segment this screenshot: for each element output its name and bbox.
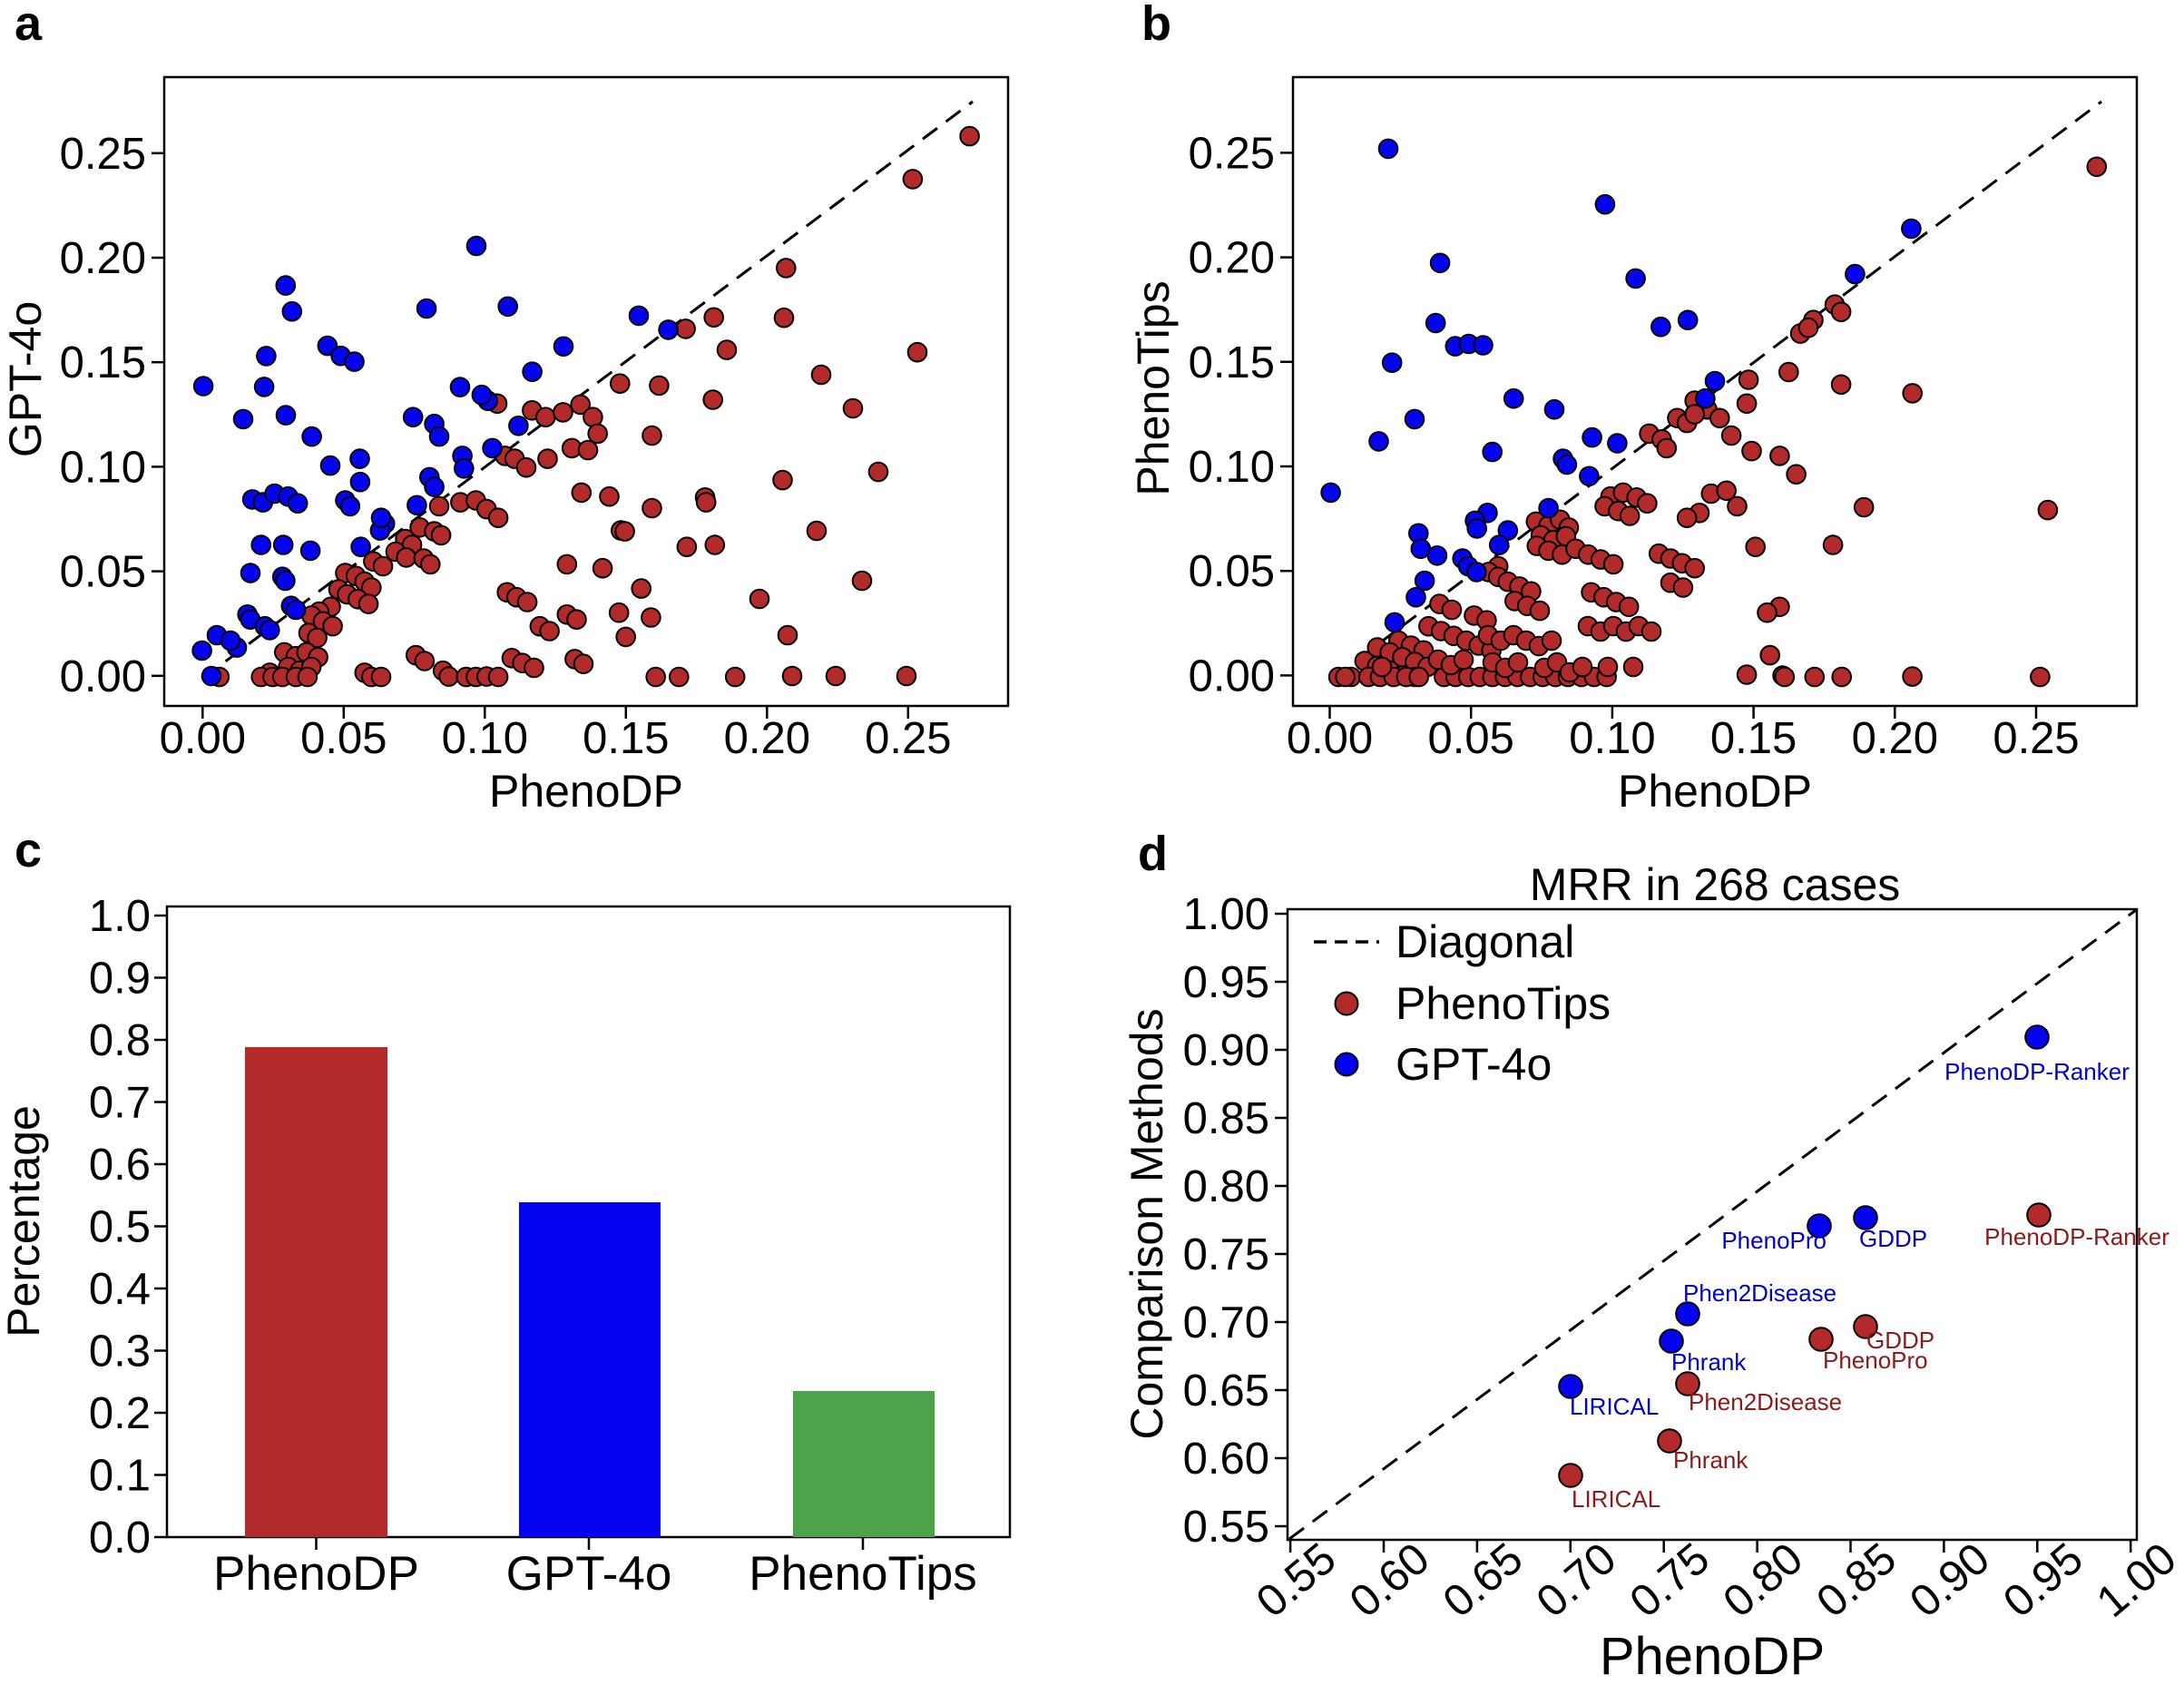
svg-text:0.00: 0.00 xyxy=(60,652,146,701)
svg-text:0.25: 0.25 xyxy=(865,714,951,763)
svg-text:0.20: 0.20 xyxy=(1189,234,1275,283)
svg-text:PhenoTips: PhenoTips xyxy=(749,1547,976,1601)
svg-text:0.10: 0.10 xyxy=(442,714,528,763)
svg-text:0.60: 0.60 xyxy=(1183,1435,1269,1484)
svg-text:0.15: 0.15 xyxy=(583,714,669,763)
svg-text:0.3: 0.3 xyxy=(89,1327,151,1376)
svg-text:d: d xyxy=(1138,827,1168,881)
svg-text:LIRICAL: LIRICAL xyxy=(1572,1485,1660,1513)
svg-text:GPT-4o: GPT-4o xyxy=(1396,1039,1552,1090)
svg-text:0.05: 0.05 xyxy=(1189,547,1275,596)
svg-text:0.10: 0.10 xyxy=(1189,443,1275,492)
svg-text:0.6: 0.6 xyxy=(89,1141,151,1190)
svg-text:0.9: 0.9 xyxy=(89,955,151,1004)
svg-text:a: a xyxy=(15,0,43,51)
svg-text:0.4: 0.4 xyxy=(89,1265,151,1314)
svg-text:0.80: 0.80 xyxy=(1183,1162,1269,1211)
svg-text:GDDP: GDDP xyxy=(1866,1327,1934,1354)
svg-text:0.20: 0.20 xyxy=(1852,714,1938,763)
svg-text:Phen2Disease: Phen2Disease xyxy=(1689,1388,1842,1416)
svg-text:Percentage: Percentage xyxy=(0,1105,49,1337)
svg-text:0.20: 0.20 xyxy=(724,714,810,763)
svg-text:1.0: 1.0 xyxy=(89,892,151,941)
svg-text:0.00: 0.00 xyxy=(160,714,246,763)
svg-text:0.00: 0.00 xyxy=(1189,651,1275,700)
svg-text:1.00: 1.00 xyxy=(1183,890,1269,939)
svg-text:PhenoDP: PhenoDP xyxy=(489,766,683,817)
svg-text:0.2: 0.2 xyxy=(89,1389,151,1438)
svg-text:0.90: 0.90 xyxy=(1183,1026,1269,1075)
svg-text:0.05: 0.05 xyxy=(300,714,387,763)
svg-text:0.5: 0.5 xyxy=(89,1203,151,1252)
svg-text:0.85: 0.85 xyxy=(1183,1094,1269,1143)
svg-text:0.00: 0.00 xyxy=(1287,714,1373,763)
svg-text:0.10: 0.10 xyxy=(60,443,146,492)
svg-text:0.15: 0.15 xyxy=(1710,714,1797,763)
svg-text:PhenoDP-Ranker: PhenoDP-Ranker xyxy=(1984,1223,2169,1250)
svg-text:PhenoPro: PhenoPro xyxy=(1823,1347,1928,1374)
svg-text:0.95: 0.95 xyxy=(1183,958,1269,1007)
svg-text:Comparison Methods: Comparison Methods xyxy=(1121,1008,1172,1439)
svg-text:PhenoPro: PhenoPro xyxy=(1721,1227,1827,1254)
svg-text:0.20: 0.20 xyxy=(60,234,146,283)
svg-text:0.55: 0.55 xyxy=(1183,1503,1269,1552)
svg-text:0.15: 0.15 xyxy=(1189,338,1275,387)
svg-text:0.75: 0.75 xyxy=(1183,1230,1269,1279)
svg-text:0.0: 0.0 xyxy=(89,1514,151,1563)
svg-text:Phrank: Phrank xyxy=(1673,1446,1748,1474)
svg-text:PhenoDP: PhenoDP xyxy=(1600,1627,1825,1680)
svg-text:0.15: 0.15 xyxy=(60,338,146,387)
svg-text:PhenoDP: PhenoDP xyxy=(213,1547,419,1601)
svg-text:0.70: 0.70 xyxy=(1183,1298,1269,1347)
svg-text:GPT-4o: GPT-4o xyxy=(0,301,51,457)
svg-text:0.10: 0.10 xyxy=(1569,714,1655,763)
svg-text:0.25: 0.25 xyxy=(1993,714,2079,763)
svg-text:PhenoDP-Ranker: PhenoDP-Ranker xyxy=(1944,1058,2130,1085)
svg-text:PhenoDP: PhenoDP xyxy=(1618,766,1812,817)
svg-text:GPT-4o: GPT-4o xyxy=(506,1547,672,1601)
svg-text:0.05: 0.05 xyxy=(60,548,146,597)
svg-text:Phen2Disease: Phen2Disease xyxy=(1683,1279,1836,1307)
svg-text:PhenoTips: PhenoTips xyxy=(1396,978,1611,1029)
svg-text:0.1: 0.1 xyxy=(89,1452,151,1501)
svg-text:0.05: 0.05 xyxy=(1428,714,1514,763)
svg-text:0.65: 0.65 xyxy=(1183,1367,1269,1416)
svg-text:0.8: 0.8 xyxy=(89,1016,151,1065)
svg-text:GDDP: GDDP xyxy=(1859,1225,1927,1252)
svg-text:0.7: 0.7 xyxy=(89,1079,151,1128)
svg-text:0.25: 0.25 xyxy=(1189,129,1275,178)
svg-text:MRR in 268 cases: MRR in 268 cases xyxy=(1530,859,1901,910)
svg-text:LIRICAL: LIRICAL xyxy=(1570,1393,1659,1420)
svg-text:Diagonal: Diagonal xyxy=(1396,916,1574,967)
svg-text:b: b xyxy=(1141,0,1171,51)
svg-text:PhenoTips: PhenoTips xyxy=(1128,280,1179,495)
svg-text:Phrank: Phrank xyxy=(1671,1348,1747,1376)
svg-text:c: c xyxy=(15,823,42,877)
svg-text:0.25: 0.25 xyxy=(60,130,146,179)
